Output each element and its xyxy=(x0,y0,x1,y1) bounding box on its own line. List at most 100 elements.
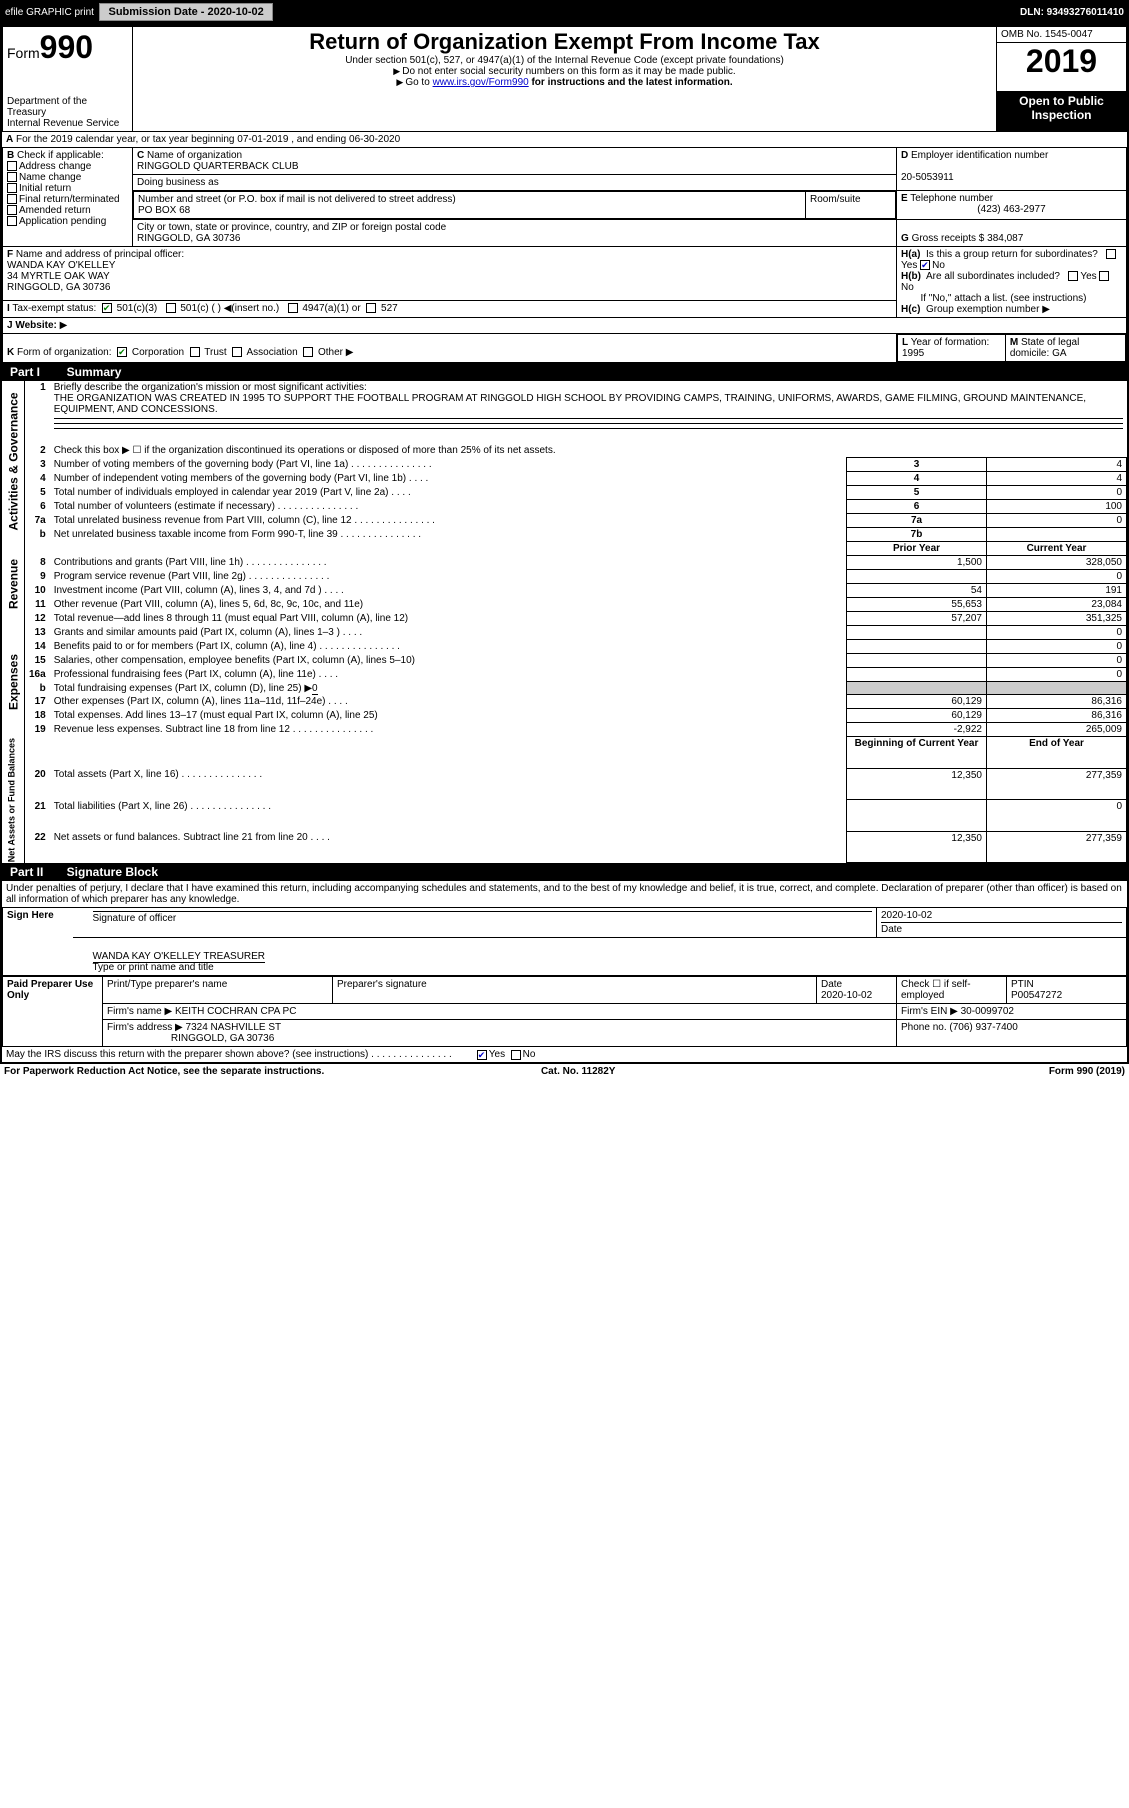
app-pending-checkbox[interactable] xyxy=(7,216,17,226)
line18-curr: 86,316 xyxy=(987,709,1127,723)
hb-yes-checkbox[interactable] xyxy=(1068,271,1078,281)
line22-prior: 12,350 xyxy=(847,831,987,863)
firm-addr-cell: Firm's address ▶ 7324 NASHVILLE ST RINGG… xyxy=(103,1020,897,1047)
amended-label: Amended return xyxy=(19,205,91,216)
line16a-prior xyxy=(847,668,987,682)
line16b-val: 0 xyxy=(312,683,318,695)
prep-date: 2020-10-02 xyxy=(821,990,872,1001)
line9-label: Program service revenue (Part VIII, line… xyxy=(50,570,847,584)
line15-curr: 0 xyxy=(987,654,1127,668)
section-c-city: City or town, state or province, country… xyxy=(133,220,897,247)
line21-curr: 0 xyxy=(987,800,1127,832)
line14-curr: 0 xyxy=(987,640,1127,654)
line12-prior: 57,207 xyxy=(847,612,987,626)
501c-checkbox[interactable] xyxy=(166,303,176,313)
line8-label: Contributions and grants (Part VIII, lin… xyxy=(50,556,847,570)
line16b-label: Total fundraising expenses (Part IX, col… xyxy=(50,682,847,695)
addr-change-label: Address change xyxy=(19,161,91,172)
form-container: Form990 Department of the Treasury Inter… xyxy=(0,24,1129,1064)
firm-phone-cell: Phone no. (706) 937-7400 xyxy=(897,1020,1127,1047)
line6-label: Total number of volunteers (estimate if … xyxy=(50,500,847,514)
ha-yes-checkbox[interactable] xyxy=(1106,249,1116,259)
sig-officer-cell: Signature of officer xyxy=(73,908,877,938)
line14-prior xyxy=(847,640,987,654)
header-table: Form990 Department of the Treasury Inter… xyxy=(2,26,1127,132)
street-addr: PO BOX 68 xyxy=(138,205,190,216)
section-i: I Tax-exempt status: 501(c)(3) 501(c) ( … xyxy=(3,300,897,317)
initial-return-checkbox[interactable] xyxy=(7,183,17,193)
initial-return-label: Initial return xyxy=(19,183,71,194)
form-word: Form xyxy=(7,45,40,61)
line19-prior: -2,922 xyxy=(847,723,987,737)
line7b-label: Net unrelated business taxable income fr… xyxy=(50,528,847,542)
line22-label: Net assets or fund balances. Subtract li… xyxy=(50,831,847,863)
line13-label: Grants and similar amounts paid (Part IX… xyxy=(50,626,847,640)
section-k: K Form of organization: Corporation Trus… xyxy=(3,334,897,363)
form-number: 990 xyxy=(40,29,93,65)
open-inspection: Open to Public Inspection xyxy=(997,92,1127,132)
addr-change-checkbox[interactable] xyxy=(7,161,17,171)
tax-year: 2019 xyxy=(997,43,1126,80)
app-pending-label: Application pending xyxy=(19,216,106,227)
section-lm: L Year of formation: 1995 M State of leg… xyxy=(897,334,1127,363)
trust-checkbox[interactable] xyxy=(190,347,200,357)
discuss-yes-checkbox[interactable] xyxy=(477,1050,487,1060)
line21-prior xyxy=(847,800,987,832)
amended-checkbox[interactable] xyxy=(7,205,17,215)
501c3-checkbox[interactable] xyxy=(102,303,112,313)
line10-prior: 54 xyxy=(847,584,987,598)
line8-prior: 1,500 xyxy=(847,556,987,570)
activities-governance-label: Activities & Governance xyxy=(2,381,25,542)
line5-label: Total number of individuals employed in … xyxy=(50,486,847,500)
note-ssn: Do not enter social security numbers on … xyxy=(137,66,992,77)
line4-val: 4 xyxy=(987,472,1127,486)
ha-no-checkbox[interactable] xyxy=(920,260,930,270)
section-c-addr: Number and street (or P.O. box if mail i… xyxy=(133,191,897,220)
ptin-value: P00547272 xyxy=(1011,990,1062,1001)
dln-label: DLN: 93493276011410 xyxy=(1020,7,1124,18)
declaration: Under penalties of perjury, I declare th… xyxy=(2,881,1127,907)
discuss-row: May the IRS discuss this return with the… xyxy=(2,1047,1127,1062)
form990-link[interactable]: www.irs.gov/Form990 xyxy=(433,77,529,88)
other-checkbox[interactable] xyxy=(303,347,313,357)
self-emp-cell: Check ☐ if self-employed xyxy=(897,977,1007,1004)
firm-name-cell: Firm's name ▶ KEITH COCHRAN CPA PC xyxy=(103,1004,897,1020)
hb-no-checkbox[interactable] xyxy=(1099,271,1109,281)
527-checkbox[interactable] xyxy=(366,303,376,313)
line17-label: Other expenses (Part IX, column (A), lin… xyxy=(50,695,847,709)
line19-label: Revenue less expenses. Subtract line 18 … xyxy=(50,723,847,737)
top-bar: efile GRAPHIC print Submission Date - 20… xyxy=(0,0,1129,24)
prior-year-hdr: Prior Year xyxy=(847,542,987,556)
name-change-checkbox[interactable] xyxy=(7,172,17,182)
line14-label: Benefits paid to or for members (Part IX… xyxy=(50,640,847,654)
city-value: RINGGOLD, GA 30736 xyxy=(137,233,240,244)
end-year-hdr: End of Year xyxy=(987,737,1127,769)
line17-curr: 86,316 xyxy=(987,695,1127,709)
ptin-cell: PTINP00547272 xyxy=(1007,977,1127,1004)
corp-checkbox[interactable] xyxy=(117,347,127,357)
discuss-no-checkbox[interactable] xyxy=(511,1050,521,1060)
line15-prior xyxy=(847,654,987,668)
submission-date-button[interactable]: Submission Date - 2020-10-02 xyxy=(99,3,272,21)
line16a-curr: 0 xyxy=(987,668,1127,682)
entity-table: B Check if applicable: Address change Na… xyxy=(2,147,1127,363)
line3-label: Number of voting members of the governin… xyxy=(50,458,847,472)
prep-date-cell: Date2020-10-02 xyxy=(817,977,897,1004)
section-d: D Employer identification number 20-5053… xyxy=(897,148,1127,191)
expenses-label: Expenses xyxy=(2,626,25,737)
line20-label: Total assets (Part X, line 16) xyxy=(50,768,847,800)
main-title: Return of Organization Exempt From Incom… xyxy=(137,29,992,55)
line20-curr: 277,359 xyxy=(987,768,1127,800)
gross-receipts: 384,087 xyxy=(987,233,1023,244)
firm-name: KEITH COCHRAN CPA PC xyxy=(175,1006,297,1017)
line16b-grey1 xyxy=(847,682,987,695)
assoc-checkbox[interactable] xyxy=(232,347,242,357)
firm-ein: 30-0099702 xyxy=(961,1006,1014,1017)
line9-curr: 0 xyxy=(987,570,1127,584)
firm-city: RINGGOLD, GA 30736 xyxy=(171,1033,274,1044)
4947-checkbox[interactable] xyxy=(288,303,298,313)
pra-notice: For Paperwork Reduction Act Notice, see … xyxy=(4,1066,324,1077)
current-year-hdr: Current Year xyxy=(987,542,1127,556)
final-return-checkbox[interactable] xyxy=(7,194,17,204)
efile-label: efile GRAPHIC print xyxy=(5,7,94,18)
